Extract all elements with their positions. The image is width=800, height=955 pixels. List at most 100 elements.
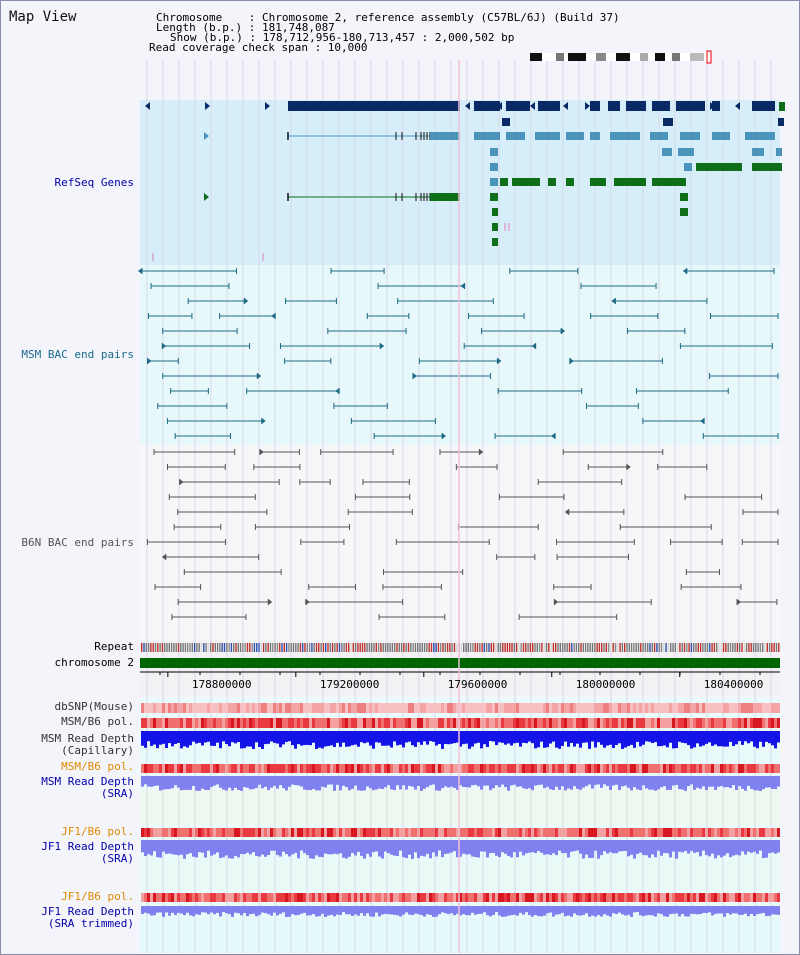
label-jf1-b6-pol[interactable]: JF1/B6 pol. [61, 825, 134, 838]
msm-read-depth-capillary [198, 731, 201, 743]
msm-read-depth-capillary [180, 731, 183, 749]
label-msm-bac-end-pairs[interactable]: MSM BAC end pairs [21, 348, 134, 361]
repeat-element [545, 643, 548, 652]
msm-read-depth-sra [759, 776, 762, 791]
jf1-b6-pol-2-heat [351, 893, 354, 902]
msm-b6-pol-heat [714, 718, 717, 728]
msm-read-depth-sra [261, 776, 264, 789]
jf1-b6-pol-heat [291, 828, 294, 837]
jf1-b6-pol-2-heat [735, 893, 738, 902]
jf1-read-depth-trimmed [171, 906, 174, 913]
label-jf1-read-depth-trimmed[interactable]: JF1 Read Depth [41, 905, 134, 918]
jf1-read-depth-sra [552, 840, 555, 854]
label-repeat[interactable]: Repeat [94, 640, 134, 653]
repeat-element [686, 643, 688, 652]
repeat-element [306, 643, 308, 652]
jf1-b6-pol-heat [309, 828, 312, 837]
label-msm-read-depth-capillary[interactable]: MSM Read Depth [41, 732, 134, 745]
msm-read-depth-sra [216, 776, 219, 785]
dbsnp-heat [252, 703, 255, 713]
msm-b6-pol-heat [321, 718, 324, 728]
msm-b6-pol-heat [543, 718, 546, 728]
jf1-read-depth-trimmed [759, 906, 762, 914]
msm-read-depth-sra [234, 776, 237, 788]
msm-read-depth-capillary [456, 731, 459, 743]
dbsnp-heat [549, 703, 552, 713]
repeat-element [382, 643, 384, 652]
jf1-read-depth-sra [231, 840, 234, 859]
jf1-b6-pol-heat [216, 828, 219, 837]
jf1-b6-pol-heat [423, 828, 426, 837]
repeat-element [269, 643, 272, 652]
msm-b6-pol-sra-heat [303, 764, 306, 773]
msm-b6-pol-sra-heat [246, 764, 249, 773]
label-refseq-genes[interactable]: RefSeq Genes [54, 176, 134, 189]
label-msm-b6-pol-sra[interactable]: MSM/B6 pol. [61, 760, 134, 773]
label-jf1-b6-pol-2[interactable]: JF1/B6 pol. [61, 890, 134, 903]
repeat-element [449, 643, 451, 652]
msm-b6-pol-sra-heat [504, 764, 507, 773]
msm-read-depth-sra [390, 776, 393, 790]
repeat-element [624, 643, 626, 652]
msm-b6-pol-heat [339, 718, 342, 728]
label-dbsnp[interactable]: dbSNP(Mouse) [54, 700, 134, 713]
jf1-read-depth-sra [306, 840, 309, 856]
msm-read-depth-capillary [567, 731, 570, 747]
jf1-read-depth-trimmed [198, 906, 201, 915]
repeat-element [276, 643, 279, 652]
gene-strand-arrow [735, 102, 740, 110]
dbsnp-heat [375, 703, 378, 713]
label-jf1-read-depth-sra[interactable]: JF1 Read Depth [41, 840, 134, 853]
jf1-b6-pol-heat [153, 828, 156, 837]
label-b6n-bac-end-pairs[interactable]: B6N BAC end pairs [21, 536, 134, 549]
jf1-read-depth-trimmed [243, 906, 246, 913]
jf1-read-depth-trimmed [501, 906, 504, 917]
gene-block [590, 101, 600, 111]
label-msm-read-depth-sra[interactable]: MSM Read Depth [41, 775, 134, 788]
dbsnp-heat [327, 703, 330, 713]
msm-read-depth-sra [387, 776, 390, 786]
jf1-b6-pol-heat [204, 828, 207, 837]
dbsnp-heat [606, 703, 609, 713]
jf1-b6-pol-heat [390, 828, 393, 837]
msm-read-depth-capillary [552, 731, 555, 742]
jf1-b6-pol-2-heat [630, 893, 633, 902]
jf1-read-depth-sra [351, 840, 354, 854]
jf1-read-depth-trimmed [444, 906, 447, 914]
jf1-b6-pol-heat [450, 828, 453, 837]
msm-read-depth-sra [708, 776, 711, 787]
repeat-element [525, 643, 527, 652]
msm-b6-pol-sra-heat [750, 764, 753, 773]
dbsnp-heat [558, 703, 561, 713]
dbsnp-heat [573, 703, 576, 713]
gene-block [538, 101, 560, 111]
msm-read-depth-capillary [369, 731, 372, 746]
msm-b6-pol-heat [261, 718, 264, 728]
jf1-b6-pol-2-heat [621, 893, 624, 902]
msm-read-depth-capillary [450, 731, 453, 744]
repeat-element [400, 643, 403, 652]
msm-read-depth-capillary [411, 731, 414, 746]
msm-read-depth-sra [447, 776, 450, 788]
jf1-read-depth-trimmed [165, 906, 168, 913]
jf1-read-depth-sra [417, 840, 420, 859]
msm-read-depth-sra [525, 776, 528, 790]
label-msm-b6-pol[interactable]: MSM/B6 pol. [61, 715, 134, 728]
repeat-element [589, 643, 591, 652]
dbsnp-heat [750, 703, 753, 713]
dbsnp-heat [144, 703, 147, 713]
msm-b6-pol-heat [474, 718, 477, 728]
jf1-b6-pol-heat [750, 828, 753, 837]
jf1-b6-pol-heat [315, 828, 318, 837]
msm-b6-pol-sra-heat [570, 764, 573, 773]
jf1-b6-pol-2-heat [540, 893, 543, 902]
msm-b6-pol-sra-heat [693, 764, 696, 773]
jf1-b6-pol-2-heat [204, 893, 207, 902]
dbsnp-heat [705, 703, 708, 713]
msm-b6-pol-sra-heat [237, 764, 240, 773]
repeat-element [504, 643, 506, 652]
msm-b6-pol-sra-heat [354, 764, 357, 773]
repeat-element [635, 643, 637, 652]
repeat-element [647, 643, 649, 652]
